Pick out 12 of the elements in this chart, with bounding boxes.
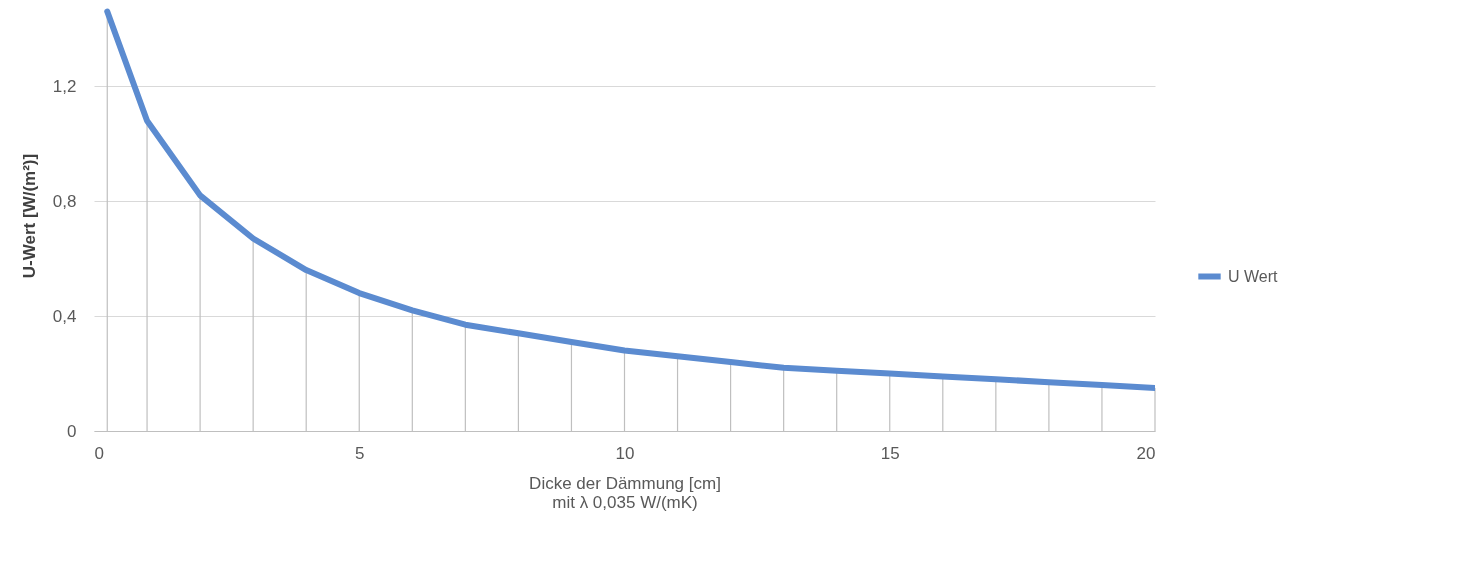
y-tick-label: 0,8 [52,191,77,211]
y-tick-label: 0,4 [52,306,77,326]
x-tick-label: 5 [355,443,365,463]
x-tick-label: 15 [880,443,900,463]
x-axis-title: Dicke der Dämmung [cm] mit λ 0,035 W/(mK) [529,473,721,512]
legend-label: U Wert [1228,267,1279,285]
y-tick-label: 0 [67,421,77,441]
x-tick-label: 0 [94,443,104,463]
y-axis-title: U-Wert [W/(m²)] [19,153,39,279]
y-tick-label: 1,2 [52,76,77,96]
x-tick-label: 10 [615,443,635,463]
x-tick-label: 20 [1136,443,1156,463]
